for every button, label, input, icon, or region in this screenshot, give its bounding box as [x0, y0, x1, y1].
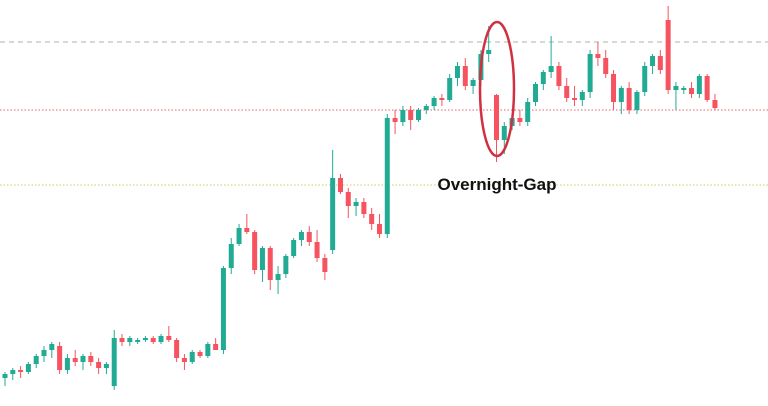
candle-body: [88, 356, 94, 362]
candle-body: [400, 110, 406, 122]
candle-body: [314, 242, 320, 258]
candle-body: [259, 248, 265, 270]
candle-body: [704, 76, 710, 100]
candle-body: [665, 20, 671, 90]
candle-body: [174, 340, 180, 358]
candle-body: [80, 356, 86, 362]
candle-body: [470, 80, 476, 86]
candle-body: [283, 256, 289, 274]
candle-body: [696, 76, 702, 94]
candle-body: [634, 92, 640, 110]
candle-body: [236, 228, 242, 244]
candle-body: [10, 370, 16, 374]
candle-body: [439, 98, 445, 100]
candle-body: [408, 110, 414, 120]
candle-body: [533, 84, 539, 102]
candle-body: [369, 214, 375, 224]
candle-body: [49, 344, 55, 350]
candle-body: [337, 178, 343, 192]
candle-body: [41, 350, 47, 356]
candle-body: [673, 86, 679, 90]
candle-body: [689, 88, 695, 94]
candle-body: [501, 126, 507, 140]
candle-body: [423, 106, 429, 110]
candle-body: [244, 228, 250, 232]
candle-body: [525, 102, 531, 122]
candle-body: [298, 232, 304, 240]
candle-body: [213, 344, 219, 350]
candle-body: [57, 346, 63, 370]
candle-body: [712, 100, 718, 108]
candle-body: [454, 66, 460, 78]
candle-body: [415, 110, 421, 120]
candle-body: [595, 54, 601, 58]
candle-body: [96, 362, 102, 368]
candle-body: [650, 56, 656, 66]
candle-body: [142, 338, 148, 340]
candle-body: [626, 88, 632, 110]
candle-body: [158, 336, 164, 342]
candle-body: [642, 66, 648, 92]
candle-body: [33, 356, 39, 364]
candle-body: [494, 95, 500, 140]
candle-body: [103, 364, 109, 368]
candle-body: [127, 338, 133, 342]
candle-body: [275, 274, 281, 280]
candle-body: [564, 86, 570, 98]
gap-highlight: [478, 20, 516, 158]
candle-body: [579, 92, 585, 100]
candle-body: [18, 370, 24, 372]
candle-body: [252, 232, 258, 270]
candle-body: [228, 244, 234, 268]
candle-body: [486, 50, 492, 54]
candle-body: [181, 358, 187, 362]
candle-body: [462, 66, 468, 86]
candle-body: [657, 56, 663, 70]
candle-body: [166, 336, 172, 340]
candle-body: [618, 88, 624, 102]
levels: [0, 41, 768, 186]
candle-body: [540, 72, 546, 84]
candle-body: [189, 352, 195, 362]
candle-body: [306, 232, 312, 242]
candle-body: [611, 74, 617, 102]
candle-body: [25, 364, 31, 372]
candle-body: [64, 358, 70, 370]
candle-body: [603, 58, 609, 74]
candle-body: [291, 240, 297, 256]
candle-body: [376, 224, 382, 234]
candle-body: [220, 268, 226, 350]
candle-body: [72, 358, 78, 362]
candle-body: [111, 338, 117, 386]
candle-body: [345, 192, 351, 206]
candle-body: [205, 344, 211, 356]
candle-body: [548, 66, 554, 72]
candle-body: [587, 54, 593, 92]
candle-body: [517, 118, 523, 122]
candles: [2, 6, 718, 390]
candle-body: [392, 118, 398, 122]
candle-body: [447, 78, 453, 100]
candle-body: [556, 66, 562, 86]
candle-body: [135, 340, 141, 342]
candle-body: [150, 338, 156, 342]
candle-body: [384, 118, 390, 234]
candle-body: [2, 374, 8, 378]
candle-body: [431, 98, 437, 106]
candle-body: [267, 248, 273, 280]
candle-body: [330, 178, 336, 250]
candle-body: [361, 202, 367, 214]
annotation: Overnight-Gap: [437, 175, 556, 194]
candle-body: [119, 338, 125, 342]
candle-body: [353, 202, 359, 206]
candle-body: [322, 258, 328, 272]
candle-body: [572, 98, 578, 100]
candle-body: [681, 88, 687, 90]
candle-body: [197, 352, 203, 356]
